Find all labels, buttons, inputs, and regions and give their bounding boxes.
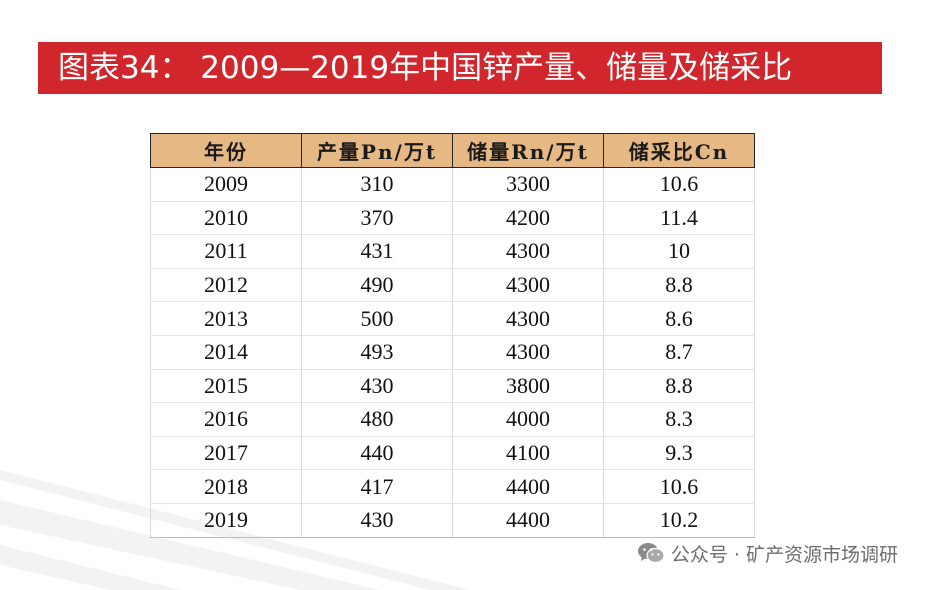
cell-production: 310 (301, 167, 453, 202)
header-ratio: 储采比Cn (603, 133, 755, 168)
cell-year: 2019 (150, 503, 302, 538)
cell-year: 2014 (150, 335, 302, 370)
cell-year: 2009 (150, 167, 302, 202)
cell-production: 417 (301, 469, 453, 504)
cell-production: 440 (301, 436, 453, 471)
table-row: 2011 431 4300 10 (150, 234, 755, 269)
cell-ratio: 10.6 (603, 167, 755, 202)
cell-production: 430 (301, 369, 453, 404)
cell-year: 2012 (150, 268, 302, 303)
data-table: 年份 产量Pn/万t 储量Rn/万t 储采比Cn 2009 310 3300 1… (150, 133, 755, 538)
cell-production: 370 (301, 201, 453, 236)
cell-ratio: 8.6 (603, 301, 755, 336)
cell-year: 2018 (150, 469, 302, 504)
cell-production: 500 (301, 301, 453, 336)
table-row: 2013 500 4300 8.6 (150, 301, 755, 336)
cell-ratio: 10.6 (603, 469, 755, 504)
table-row: 2015 430 3800 8.8 (150, 369, 755, 404)
cell-reserves: 4300 (452, 268, 604, 303)
table-row: 2016 480 4000 8.3 (150, 402, 755, 437)
cell-reserves: 4300 (452, 234, 604, 269)
header-year: 年份 (150, 133, 302, 168)
cell-reserves: 4100 (452, 436, 604, 471)
cell-ratio: 8.8 (603, 369, 755, 404)
cell-year: 2017 (150, 436, 302, 471)
cell-production: 493 (301, 335, 453, 370)
watermark: 公众号 · 矿产资源市场调研 (637, 538, 898, 568)
table-row: 2010 370 4200 11.4 (150, 201, 755, 236)
cell-reserves: 4400 (452, 469, 604, 504)
cell-reserves: 4300 (452, 301, 604, 336)
cell-reserves: 4200 (452, 201, 604, 236)
cell-ratio: 10 (603, 234, 755, 269)
title-bar: 图表34： 2009—2019年中国锌产量、储量及储采比 (38, 42, 882, 94)
table-row: 2014 493 4300 8.7 (150, 335, 755, 370)
table-row: 2018 417 4400 10.6 (150, 469, 755, 504)
cell-production: 431 (301, 234, 453, 269)
page-title: 图表34： 2009—2019年中国锌产量、储量及储采比 (58, 50, 793, 86)
cell-reserves: 4000 (452, 402, 604, 437)
cell-year: 2013 (150, 301, 302, 336)
table-row: 2009 310 3300 10.6 (150, 167, 755, 202)
cell-ratio: 8.8 (603, 268, 755, 303)
watermark-text: 公众号 · 矿产资源市场调研 (670, 543, 898, 566)
cell-year: 2011 (150, 234, 302, 269)
cell-year: 2015 (150, 369, 302, 404)
cell-production: 430 (301, 503, 453, 538)
cell-reserves: 3300 (452, 167, 604, 202)
table-header-row: 年份 产量Pn/万t 储量Rn/万t 储采比Cn (150, 133, 755, 168)
cell-ratio: 10.2 (603, 503, 755, 538)
cell-production: 480 (301, 402, 453, 437)
wechat-icon (637, 543, 665, 564)
cell-year: 2010 (150, 201, 302, 236)
cell-ratio: 8.7 (603, 335, 755, 370)
table-row: 2012 490 4300 8.8 (150, 268, 755, 303)
table-row: 2019 430 4400 10.2 (150, 503, 755, 538)
cell-reserves: 3800 (452, 369, 604, 404)
table-row: 2017 440 4100 9.3 (150, 436, 755, 471)
cell-ratio: 11.4 (603, 201, 755, 236)
cell-ratio: 8.3 (603, 402, 755, 437)
cell-reserves: 4300 (452, 335, 604, 370)
header-reserves: 储量Rn/万t (452, 133, 604, 168)
cell-ratio: 9.3 (603, 436, 755, 471)
cell-year: 2016 (150, 402, 302, 437)
header-production: 产量Pn/万t (301, 133, 453, 168)
cell-reserves: 4400 (452, 503, 604, 538)
cell-production: 490 (301, 268, 453, 303)
